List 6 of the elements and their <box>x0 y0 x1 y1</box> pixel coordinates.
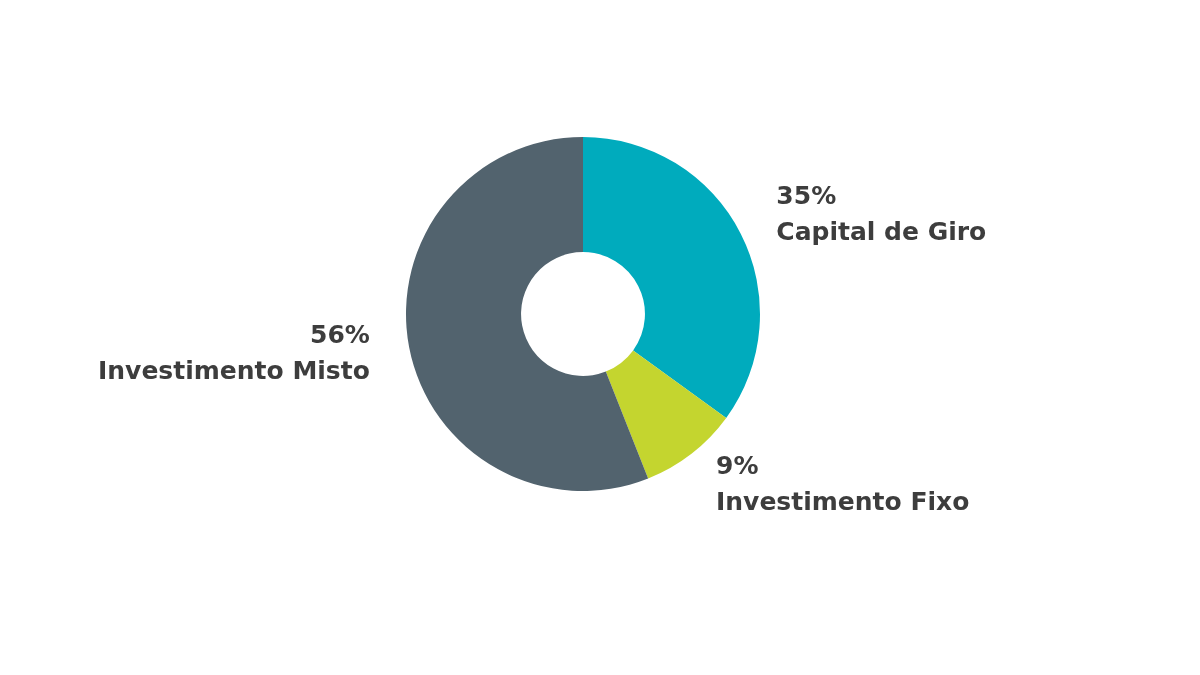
data-label: 9% <box>716 450 759 480</box>
data-label: 35% <box>776 180 837 210</box>
data-label: 56% <box>310 320 370 350</box>
slice-label: Capital de Giro <box>776 216 987 246</box>
slice-label: Investimento Fixo <box>716 486 970 516</box>
slice-label: Investimento Misto <box>98 356 370 386</box>
